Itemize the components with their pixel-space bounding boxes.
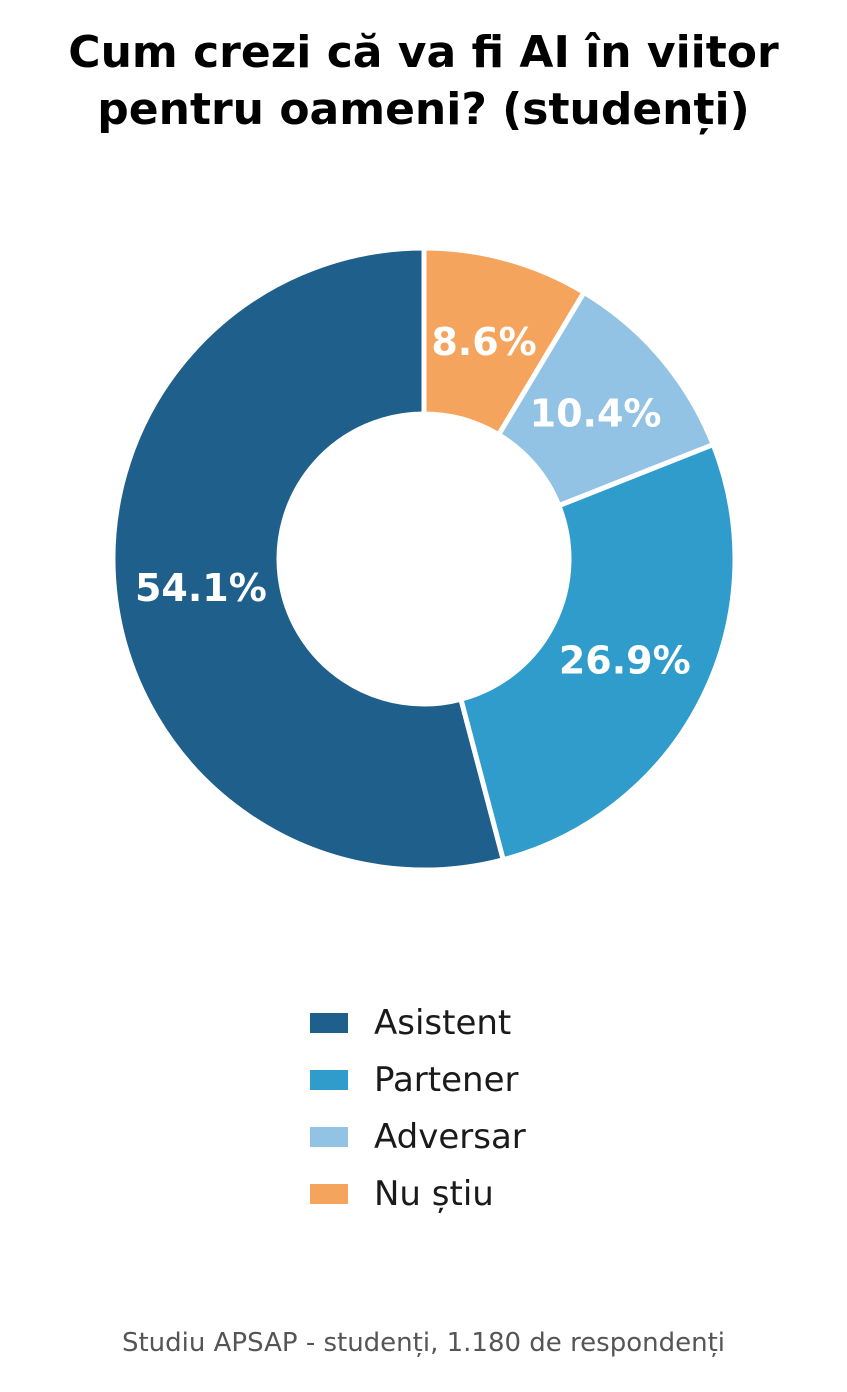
donut-slice-nu-stiu [421, 245, 588, 439]
source-note: Studiu APSAP - studenți, 1.180 de respon… [121, 1328, 726, 1358]
donut-label-asistent: 54.1% [135, 566, 267, 610]
donut-slice-partener [457, 441, 738, 863]
chart-title-line-2: pentru oameni? (studenți) [97, 84, 750, 135]
donut-slice-asistent [110, 245, 507, 873]
legend-label-adversar: Adversar [374, 1116, 526, 1157]
legend-item-adversar: Adversar [310, 1108, 526, 1165]
donut-label-partener: 26.9% [559, 639, 691, 683]
donut-label-adversar: 10.4% [530, 391, 662, 435]
donut-label-nu-stiu: 8.6% [431, 320, 536, 364]
legend-swatch-partener [310, 1069, 348, 1090]
legend-item-nu-stiu: Nu știu [310, 1165, 526, 1222]
legend-label-partener: Partener [374, 1059, 519, 1100]
donut-slices [110, 245, 738, 873]
chart-title: Cum crezi că va fi AI în viitor pentru o… [0, 24, 847, 138]
legend-item-asistent: Asistent [310, 994, 526, 1051]
legend-label-nu-stiu: Nu știu [374, 1173, 494, 1214]
donut-labels: 54.1% 26.9% 10.4% 8.6% [135, 320, 691, 682]
legend-item-partener: Partener [310, 1051, 526, 1108]
legend-label-asistent: Asistent [374, 1002, 512, 1043]
legend: Asistent Partener Adversar Nu știu [310, 994, 526, 1222]
legend-swatch-asistent [310, 1012, 348, 1033]
chart-title-line-1: Cum crezi că va fi AI în viitor [68, 27, 779, 78]
legend-swatch-nu-stiu [310, 1183, 348, 1204]
legend-swatch-adversar [310, 1126, 348, 1147]
